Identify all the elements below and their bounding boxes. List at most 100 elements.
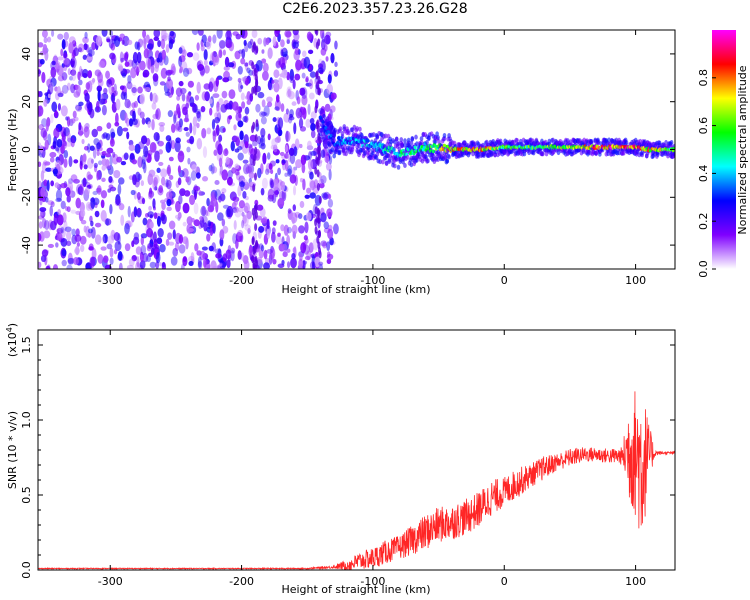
heatmap-noise-cell xyxy=(172,229,176,240)
heatmap-streak-cell xyxy=(315,71,319,80)
heatmap-noise-cell xyxy=(76,184,83,195)
heatmap-noise-cell xyxy=(273,69,280,79)
heatmap-noise-cell xyxy=(70,83,76,94)
colorbar xyxy=(712,30,736,269)
heatmap-noise-cell xyxy=(325,36,331,45)
heatmap-noise-cell xyxy=(329,105,336,113)
heatmap-noise-cell xyxy=(54,182,60,189)
heatmap-noise-cell xyxy=(247,227,251,235)
heatmap-noise-cell xyxy=(201,206,206,216)
heatmap-noise-cell xyxy=(271,79,275,84)
heatmap-noise-cell xyxy=(146,228,154,238)
heatmap-noise-cell xyxy=(248,144,253,154)
heatmap-noise-cell xyxy=(280,49,284,57)
heatmap-noise-cell xyxy=(218,195,222,203)
heatmap-noise-cell xyxy=(304,221,309,234)
heatmap-noise-cell xyxy=(278,129,283,137)
heatmap-noise-cell xyxy=(260,127,266,138)
heatmap-noise-cell xyxy=(101,235,106,244)
heatmap-noise-cell xyxy=(286,261,291,269)
heatmap-noise-cell xyxy=(86,56,93,61)
heatmap-noise-cell xyxy=(226,259,231,269)
heatmap-noise-cell xyxy=(177,177,182,186)
heatmap-noise-cell xyxy=(303,56,311,69)
heatmap-noise-cell xyxy=(260,244,265,252)
heatmap-noise-cell xyxy=(143,145,149,158)
heatmap-noise-cell xyxy=(318,182,325,189)
heatmap-noise-cell xyxy=(106,147,114,154)
heatmap-noise-cell xyxy=(305,77,309,83)
heatmap-noise-cell xyxy=(110,94,114,102)
heatmap-noise-cell xyxy=(141,117,146,125)
heatmap-noise-cell xyxy=(178,234,184,244)
heatmap-signal-halo xyxy=(657,140,662,146)
heatmap-noise-cell xyxy=(117,250,123,261)
heatmap-noise-cell xyxy=(63,150,69,159)
colorbar-ticks: 0.0 0.2 0.4 0.6 0.8 xyxy=(697,69,716,278)
heatmap-noise-cell xyxy=(241,219,245,229)
heatmap-noise-cell xyxy=(153,212,158,220)
heatmap-noise-cell xyxy=(111,86,115,93)
heatmap-noise-cell xyxy=(122,127,129,132)
heatmap-noise-cell xyxy=(92,190,98,196)
heatmap-signal-halo xyxy=(406,137,411,143)
heatmap-noise-cell xyxy=(65,187,71,197)
heatmap-noise-cell xyxy=(105,70,110,79)
heatmap-noise-cell xyxy=(147,211,155,218)
heatmap-noise-cell xyxy=(163,32,169,38)
heatmap-noise-cell xyxy=(280,39,285,48)
heatmap-noise-cell xyxy=(242,214,247,224)
heatmap-noise-cell xyxy=(210,163,215,175)
heatmap-signal-halo xyxy=(410,135,415,141)
snr-x-axis-label: Height of straight line (km) xyxy=(281,583,430,596)
heatmap-noise-cell xyxy=(277,263,285,269)
heatmap-noise-cell xyxy=(246,163,253,174)
heatmap-noise-cell xyxy=(307,49,314,55)
heatmap-signal-halo xyxy=(329,125,334,131)
heatmap-noise-cell xyxy=(284,172,289,177)
heatmap-noise-cell xyxy=(46,179,50,192)
heatmap-noise-cell xyxy=(128,144,136,152)
heatmap-noise-cell xyxy=(165,44,170,53)
heatmap-noise-cell xyxy=(255,103,261,113)
heatmap-signal-halo xyxy=(325,116,330,122)
heatmap-noise-cell xyxy=(260,187,265,196)
heatmap-signal-halo xyxy=(367,147,371,153)
heatmap-noise-cell xyxy=(87,174,93,180)
heatmap-noise-cell xyxy=(206,210,210,217)
heatmap-signal-halo xyxy=(458,142,462,148)
heatmap-noise-cell xyxy=(294,211,301,218)
heatmap-noise-cell xyxy=(47,200,54,206)
heatmap-streak-cell xyxy=(255,78,259,87)
heatmap-noise-cell xyxy=(259,137,264,143)
heatmap-noise-cell xyxy=(101,158,107,166)
heatmap-noise-cell xyxy=(309,71,317,78)
heatmap-noise-cell xyxy=(305,212,312,221)
heatmap-streak-cell xyxy=(251,61,255,70)
heatmap-noise-cell xyxy=(105,152,112,158)
heatmap-noise-cell xyxy=(218,258,225,264)
heatmap-noise-cell xyxy=(261,177,268,189)
heatmap-noise-cell xyxy=(90,158,95,164)
heatmap-noise-cell xyxy=(38,105,44,117)
heatmap-noise-cell xyxy=(136,207,142,218)
heatmap-noise-cell xyxy=(293,185,297,196)
heatmap-noise-cell xyxy=(293,122,297,135)
heatmap-noise-cell xyxy=(321,32,325,43)
snr-y-tick-label: 0.0 xyxy=(20,561,33,579)
heatmap-noise-cell xyxy=(189,135,195,145)
heatmap-noise-cell xyxy=(285,130,289,143)
heatmap-noise-cell xyxy=(307,159,314,171)
heatmap-noise-cell xyxy=(102,255,109,264)
heatmap-noise-cell xyxy=(79,235,87,245)
heatmap-noise-cell xyxy=(266,96,273,103)
heatmap-noise-cell xyxy=(134,41,140,50)
heatmap-noise-cell xyxy=(224,56,230,68)
heatmap-noise-cell xyxy=(106,122,112,129)
heatmap-streak-cell xyxy=(318,195,322,204)
heatmap-signal-halo xyxy=(447,154,451,160)
heatmap-noise-cell xyxy=(96,185,102,195)
heatmap-noise-cell xyxy=(115,112,119,125)
heatmap-y-tick-label: 0 xyxy=(20,146,33,153)
heatmap-noise-cell xyxy=(193,219,201,227)
